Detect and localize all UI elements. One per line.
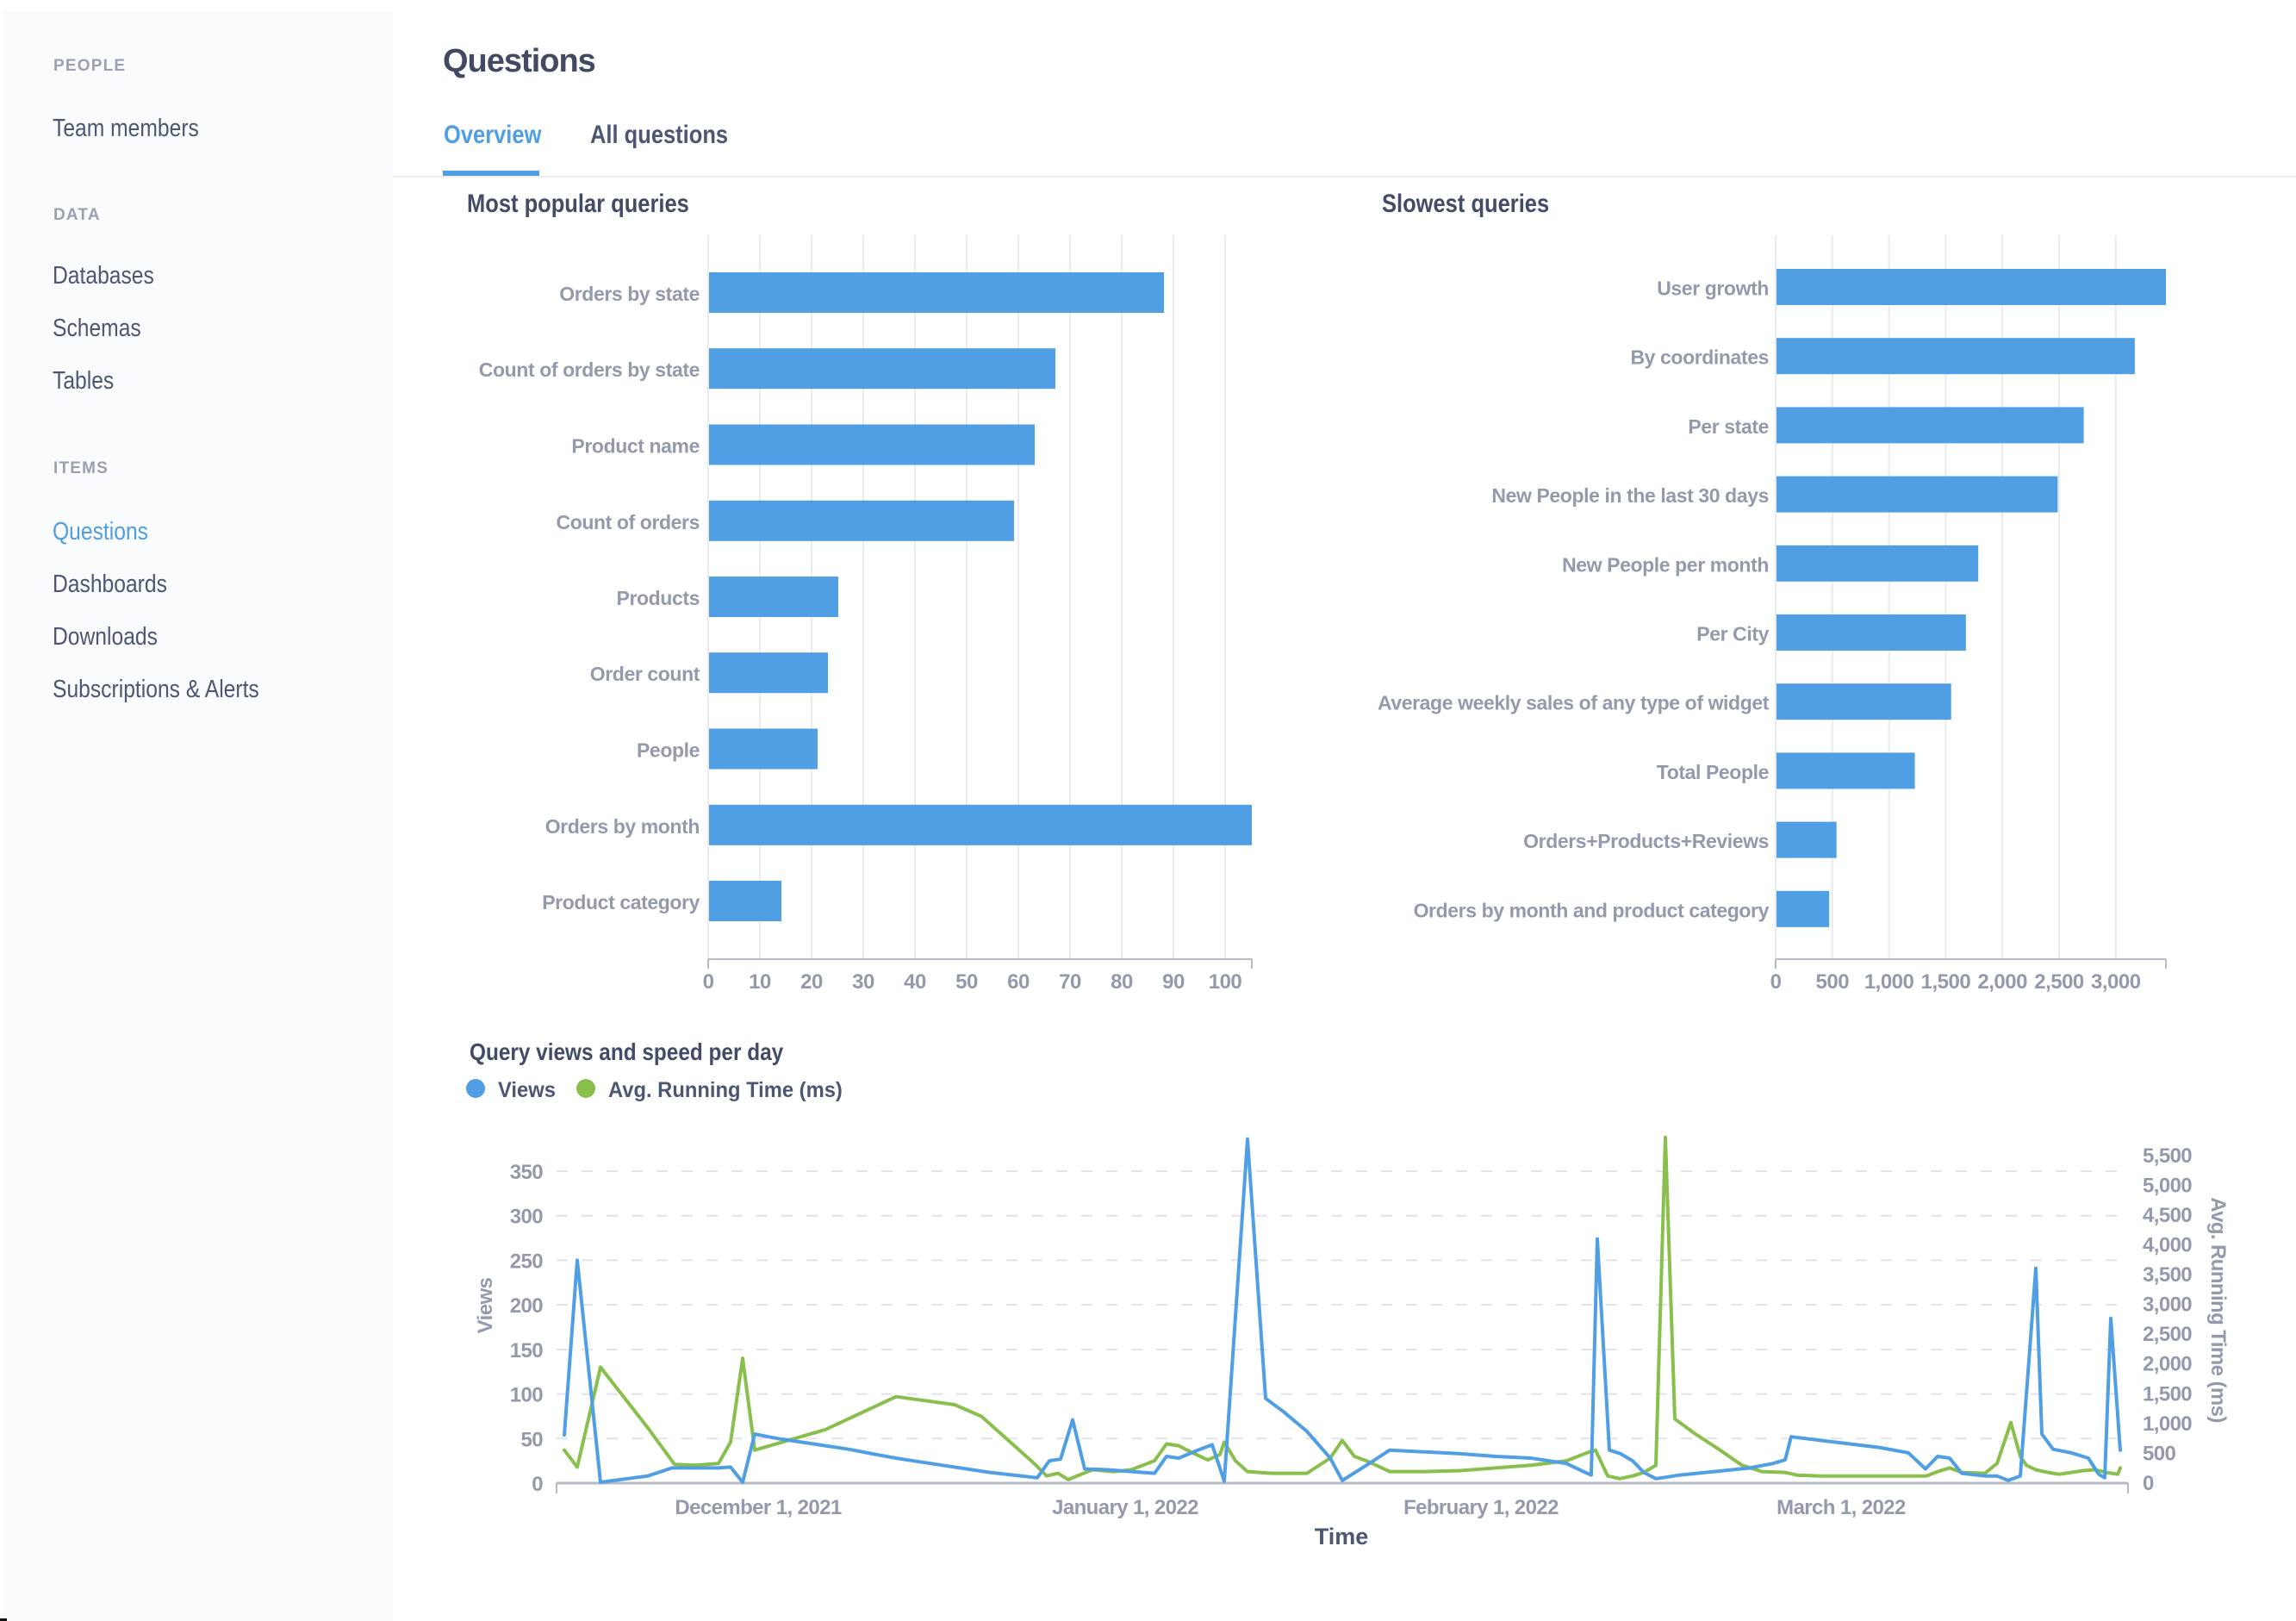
svg-text:500: 500 <box>2143 1442 2175 1465</box>
svg-text:Products: Products <box>617 587 700 609</box>
svg-text:Per state: Per state <box>1688 415 1769 438</box>
svg-text:0: 0 <box>1770 970 1782 994</box>
svg-text:2,500: 2,500 <box>2034 970 2084 994</box>
svg-text:0: 0 <box>703 970 714 994</box>
svg-text:User growth: User growth <box>1657 277 1769 300</box>
svg-text:Per City: Per City <box>1696 623 1769 645</box>
svg-text:Order count: Order count <box>590 663 700 685</box>
svg-text:December 1, 2021: December 1, 2021 <box>675 1496 841 1519</box>
svg-text:Count of orders by state: Count of orders by state <box>479 358 700 381</box>
svg-text:Product name: Product name <box>571 435 700 458</box>
svg-text:100: 100 <box>1209 970 1242 994</box>
svg-text:3,000: 3,000 <box>2143 1294 2192 1317</box>
svg-text:50: 50 <box>955 970 978 994</box>
svg-text:2,500: 2,500 <box>2143 1323 2192 1346</box>
svg-text:5,000: 5,000 <box>2143 1174 2192 1197</box>
svg-text:Time: Time <box>1315 1524 1369 1549</box>
svg-text:80: 80 <box>1111 970 1133 994</box>
svg-text:500: 500 <box>1816 970 1850 994</box>
svg-text:1,000: 1,000 <box>1864 970 1914 994</box>
svg-text:Views: Views <box>474 1277 497 1333</box>
svg-text:60: 60 <box>1007 970 1030 994</box>
svg-text:Product category: Product category <box>542 891 700 913</box>
svg-text:1,500: 1,500 <box>2143 1382 2192 1406</box>
svg-text:4,500: 4,500 <box>2143 1204 2192 1227</box>
svg-text:200: 200 <box>510 1294 543 1318</box>
svg-text:3,000: 3,000 <box>2091 970 2141 994</box>
svg-text:People: People <box>637 739 700 762</box>
svg-text:1,500: 1,500 <box>1921 970 1971 994</box>
svg-text:50: 50 <box>521 1428 544 1451</box>
svg-text:3,500: 3,500 <box>2143 1263 2192 1287</box>
svg-text:30: 30 <box>852 970 874 994</box>
svg-text:4,000: 4,000 <box>2143 1234 2192 1257</box>
svg-text:New People per month: New People per month <box>1562 553 1769 576</box>
svg-text:January 1, 2022: January 1, 2022 <box>1052 1496 1198 1519</box>
svg-text:March 1, 2022: March 1, 2022 <box>1776 1496 1906 1519</box>
svg-text:Avg. Running Time (ms): Avg. Running Time (ms) <box>2206 1197 2230 1422</box>
svg-text:Orders+Products+Reviews: Orders+Products+Reviews <box>1523 830 1769 852</box>
svg-text:10: 10 <box>749 970 771 994</box>
svg-text:0: 0 <box>532 1473 543 1496</box>
svg-text:2,000: 2,000 <box>1977 970 2027 994</box>
svg-text:Orders by state: Orders by state <box>559 283 700 305</box>
svg-text:Count of orders: Count of orders <box>557 511 700 533</box>
svg-text:0: 0 <box>2143 1472 2154 1495</box>
svg-text:350: 350 <box>510 1161 543 1184</box>
svg-text:40: 40 <box>904 970 926 994</box>
svg-text:100: 100 <box>510 1384 543 1407</box>
svg-text:300: 300 <box>510 1206 543 1229</box>
svg-text:250: 250 <box>510 1250 543 1273</box>
svg-text:5,500: 5,500 <box>2143 1144 2192 1168</box>
svg-text:20: 20 <box>800 970 823 994</box>
svg-text:90: 90 <box>1162 970 1185 994</box>
svg-text:Total People: Total People <box>1657 761 1769 783</box>
svg-text:February 1, 2022: February 1, 2022 <box>1403 1496 1559 1519</box>
svg-text:Orders by month: Orders by month <box>545 815 700 838</box>
svg-text:150: 150 <box>510 1339 543 1362</box>
svg-text:Orders by month and product ca: Orders by month and product category <box>1414 899 1770 921</box>
svg-text:1,000: 1,000 <box>2143 1412 2192 1436</box>
svg-text:2,000: 2,000 <box>2143 1353 2192 1376</box>
svg-text:Average weekly sales of any ty: Average weekly sales of any type of widg… <box>1378 692 1770 714</box>
svg-text:70: 70 <box>1059 970 1081 994</box>
svg-text:New People in the last 30 days: New People in the last 30 days <box>1491 484 1769 507</box>
svg-text:By coordinates: By coordinates <box>1630 346 1769 369</box>
